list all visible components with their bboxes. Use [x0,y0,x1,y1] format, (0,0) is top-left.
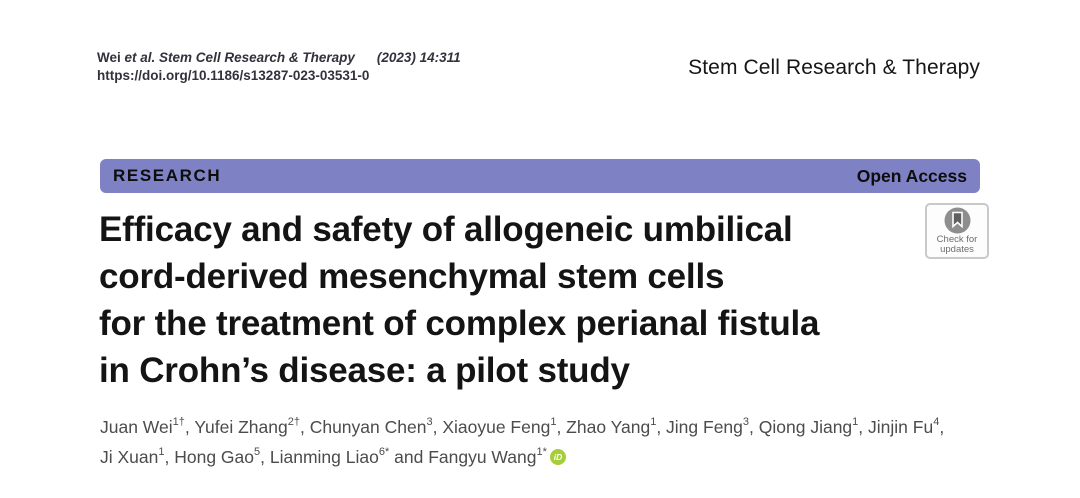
title-line: for the treatment of complex perianal fi… [99,304,820,343]
author-name: Jinjin Fu [868,417,934,437]
check-updates-label-line2: updates [940,244,974,255]
citation-author: Wei [97,50,121,65]
svg-text:iD: iD [554,452,563,462]
author-name: Hong Gao [174,447,255,467]
author-name: Zhao Yang [566,417,651,437]
open-access-label: Open Access [856,165,967,186]
author-affiliation-superscript: 1 [650,416,657,429]
author-name: Lianming Liao [269,447,379,467]
author-affiliation-superscript: 1 [852,416,859,429]
citation-journal: et al. Stem Cell Research & Therapy [124,50,355,65]
author-affiliation-superscript: 1† [172,416,185,429]
author-affiliation-superscript: 6* [378,446,390,459]
crossmark-bookmark-icon [944,207,971,235]
article-type-label: RESEARCH [113,166,222,185]
check-for-updates-badge[interactable]: Check for updates [925,203,989,259]
title-line: Efficacy and safety of allogeneic umbili… [99,210,793,249]
author-affiliation-superscript: 3 [426,416,433,429]
author-line: Juan Wei1†, Yufei Zhang2†, Chunyan Chen3… [100,416,945,437]
doi-link[interactable]: https://doi.org/10.1186/s13287-023-03531… [97,68,370,83]
orcid-id-icon[interactable]: iD [549,444,566,474]
journal-name: Stem Cell Research & Therapy [688,56,980,79]
author-name: Jing Feng [666,417,743,437]
author-name: Chunyan Chen [309,417,427,437]
author-line: Ji Xuan1, Hong Gao5, Lianming Liao6* and… [100,442,1000,474]
author-name: Xiaoyue Feng [442,417,551,437]
author-affiliation-superscript: 5 [254,446,261,459]
citation-issue: (2023) 14:311 [376,50,461,65]
author-affiliation-superscript: 1 [550,416,557,429]
citation-block: Wei et al. Stem Cell Research & Therapy (… [97,49,461,85]
author-name: Juan Wei [100,417,173,437]
author-name: Yufei Zhang [194,417,288,437]
author-affiliation-superscript: 2† [287,416,300,429]
author-affiliation-superscript: 4 [933,416,940,429]
author-affiliation-superscript: 1 [158,446,165,459]
title-line: cord-derived mesenchymal stem cells [99,257,725,296]
check-updates-label-line1: Check for [936,233,978,245]
title-line: in Crohn’s disease: a pilot study [99,351,630,390]
citation-line: Wei et al. Stem Cell Research & Therapy (… [97,49,461,67]
research-banner: RESEARCH Open Access [100,159,980,193]
author-affiliation-superscript: 1* [536,446,547,459]
author-affiliation-superscript: 3 [742,416,750,429]
article-title: Efficacy and safety of allogeneic umbili… [99,206,919,394]
author-name: Fangyu Wang [428,447,537,467]
author-name: Ji Xuan [100,447,159,467]
author-list: Juan Wei1†, Yufei Zhang2†, Chunyan Chen3… [100,412,1000,474]
author-name: Qiong Jiang [758,417,853,437]
